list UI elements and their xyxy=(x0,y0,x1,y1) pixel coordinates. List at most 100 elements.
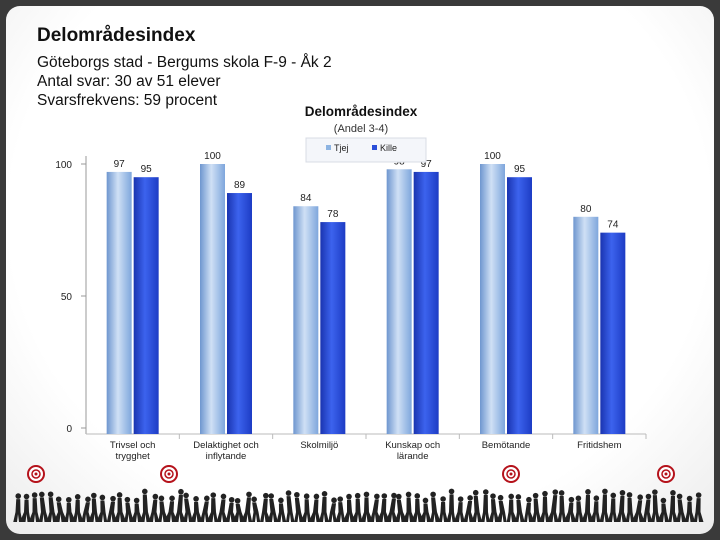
walker-icon xyxy=(64,502,76,522)
walker-icon xyxy=(453,502,465,522)
walker-icon xyxy=(490,493,496,499)
walker-icon xyxy=(124,496,131,503)
bar-tjej xyxy=(106,171,132,435)
walker-icon xyxy=(106,501,117,522)
walker-icon xyxy=(268,493,275,499)
walker-icon xyxy=(199,501,210,522)
walker-icon xyxy=(615,495,628,522)
walker-icon xyxy=(381,493,388,499)
walker-icon xyxy=(193,496,199,502)
y-tick-label: 0 xyxy=(66,424,72,435)
bar-tjej xyxy=(480,164,505,434)
footer-decoration xyxy=(13,465,704,522)
walker-icon xyxy=(414,493,421,499)
walker-icon xyxy=(342,499,356,522)
walker-icon xyxy=(396,493,402,500)
category-label: inflytande xyxy=(206,451,247,462)
walker-icon xyxy=(457,496,464,502)
walker-icon xyxy=(652,489,658,495)
walker-icon xyxy=(131,503,144,522)
walker-icon xyxy=(285,496,295,522)
walker-icon xyxy=(72,499,84,522)
category-label: trygghet xyxy=(116,451,151,462)
bar-kille xyxy=(600,232,626,434)
walker-icon xyxy=(402,497,416,522)
walker-icon xyxy=(568,496,575,503)
walker-icon xyxy=(232,503,246,522)
walker-icon xyxy=(241,497,253,522)
walker-icon xyxy=(276,503,287,522)
walker-icon xyxy=(251,496,257,503)
walker-icon xyxy=(303,493,310,500)
walker-icon xyxy=(328,503,337,522)
walker-icon xyxy=(318,496,329,522)
walker-icon xyxy=(552,489,559,495)
walker-icon xyxy=(419,503,432,522)
category-label: Kunskap och xyxy=(385,440,440,451)
walker-icon xyxy=(152,493,159,500)
walker-icon xyxy=(660,497,667,504)
walker-icon xyxy=(169,495,175,502)
walker-icon xyxy=(31,492,38,498)
legend-label-tjej: Tjej xyxy=(334,143,349,153)
data-label: 74 xyxy=(607,220,619,231)
slide-title: Delområdesindex xyxy=(37,25,196,46)
walker-icon xyxy=(610,492,617,499)
walker-icon xyxy=(360,497,374,522)
walker-icon xyxy=(391,492,397,499)
slide: Delområdesindex Göteborgs stad - Bergums… xyxy=(6,6,714,534)
walker-icon xyxy=(515,499,525,522)
walker-icon xyxy=(346,493,352,500)
bar-kille xyxy=(133,177,159,434)
walker-icon xyxy=(575,495,582,502)
data-label: 78 xyxy=(327,209,339,220)
data-label: 97 xyxy=(421,159,433,170)
walker-icon xyxy=(294,497,304,522)
walker-icon xyxy=(81,502,92,522)
legend xyxy=(305,137,427,163)
data-label: 89 xyxy=(234,180,246,191)
walker-icon xyxy=(546,495,559,522)
category-label: Skolmiljö xyxy=(300,440,338,451)
walker-icon xyxy=(563,502,577,522)
walker-icon xyxy=(91,492,97,499)
walker-icon xyxy=(523,502,535,522)
walker-icon xyxy=(585,488,591,495)
response-rate-line: Svarsfrekvens: 59 procent xyxy=(37,92,218,109)
walker-icon xyxy=(695,492,702,498)
target-icon xyxy=(661,469,671,479)
chart-title: Delområdesindex xyxy=(305,104,418,119)
walker-icon xyxy=(385,498,398,522)
walker-icon xyxy=(39,491,45,498)
walker-icon xyxy=(140,494,151,522)
walker-icon xyxy=(234,497,241,504)
walker-icon xyxy=(542,490,548,497)
walker-icon xyxy=(650,495,661,522)
walker-icon xyxy=(263,492,269,499)
walker-icon xyxy=(438,501,448,522)
walker-icon xyxy=(508,493,515,500)
walker-icon xyxy=(676,493,683,500)
walker-icon xyxy=(278,497,284,504)
walker-icon xyxy=(558,490,565,496)
walker-icon xyxy=(693,498,704,522)
data-label: 95 xyxy=(514,164,526,175)
data-label: 80 xyxy=(580,204,592,215)
bar-tjej xyxy=(573,216,599,434)
category-label: lärande xyxy=(397,451,429,462)
walker-icon xyxy=(183,492,189,499)
walker-icon xyxy=(331,497,337,504)
walker-icon xyxy=(182,498,193,522)
walker-icon xyxy=(574,501,584,522)
data-label: 100 xyxy=(204,151,221,162)
category-label: Fritidshem xyxy=(577,440,621,451)
target-icon xyxy=(31,469,41,479)
walker-icon xyxy=(497,494,504,501)
responses-line: Antal svar: 30 av 51 elever xyxy=(37,73,221,90)
walker-icon xyxy=(642,499,653,522)
walker-icon xyxy=(429,497,441,522)
walker-icon xyxy=(526,496,532,503)
walker-icon xyxy=(110,495,116,502)
walker-icon xyxy=(19,499,31,522)
